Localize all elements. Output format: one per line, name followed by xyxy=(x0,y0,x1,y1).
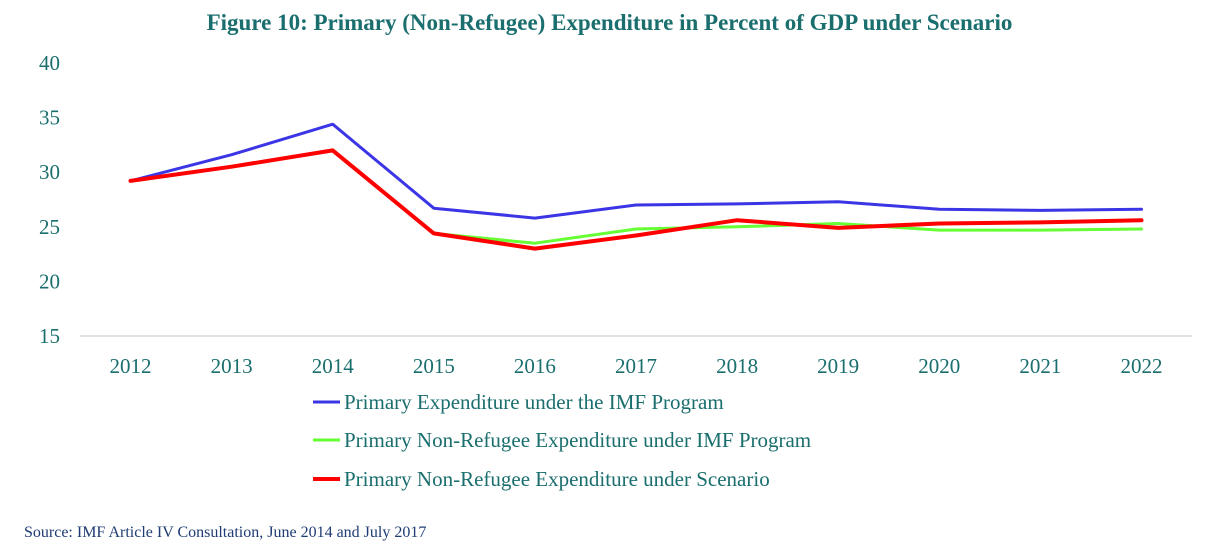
y-tick-label: 40 xyxy=(39,51,60,75)
x-tick-label: 2018 xyxy=(716,354,758,378)
x-tick-label: 2012 xyxy=(110,354,152,378)
series-line-2 xyxy=(129,148,1143,245)
x-tick-label: 2016 xyxy=(514,354,556,378)
chart-title: Figure 10: Primary (Non-Refugee) Expendi… xyxy=(206,10,1013,35)
x-tick-label: 2013 xyxy=(211,354,253,378)
x-tick-label: 2014 xyxy=(312,354,355,378)
x-tick-label: 2020 xyxy=(918,354,960,378)
y-tick-label: 20 xyxy=(39,269,60,293)
source-note: Source: IMF Article IV Consultation, Jun… xyxy=(24,524,427,541)
series-line-3 xyxy=(128,148,1144,251)
y-tick-label: 30 xyxy=(39,160,60,184)
y-tick-label: 25 xyxy=(39,215,60,239)
legend-label: Primary Expenditure under the IMF Progra… xyxy=(344,390,724,414)
y-tick-label: 15 xyxy=(39,324,60,348)
series-lines xyxy=(128,122,1144,251)
legend: Primary Expenditure under the IMF Progra… xyxy=(313,390,811,491)
y-axis-ticks: 15 20 25 30 35 40 xyxy=(39,51,60,348)
legend-label: Primary Non-Refugee Expenditure under IM… xyxy=(344,428,811,452)
x-tick-label: 2017 xyxy=(615,354,657,378)
legend-label: Primary Non-Refugee Expenditure under Sc… xyxy=(344,467,770,491)
x-axis-ticks: 2012 2013 2014 2015 2016 2017 2018 2019 2020 2021… xyxy=(110,354,1163,378)
x-tick-label: 2022 xyxy=(1120,354,1162,378)
x-tick-label: 2019 xyxy=(817,354,859,378)
series-line-1 xyxy=(129,122,1143,220)
x-tick-label: 2015 xyxy=(413,354,455,378)
x-tick-label: 2021 xyxy=(1019,354,1061,378)
y-tick-label: 35 xyxy=(39,106,60,130)
